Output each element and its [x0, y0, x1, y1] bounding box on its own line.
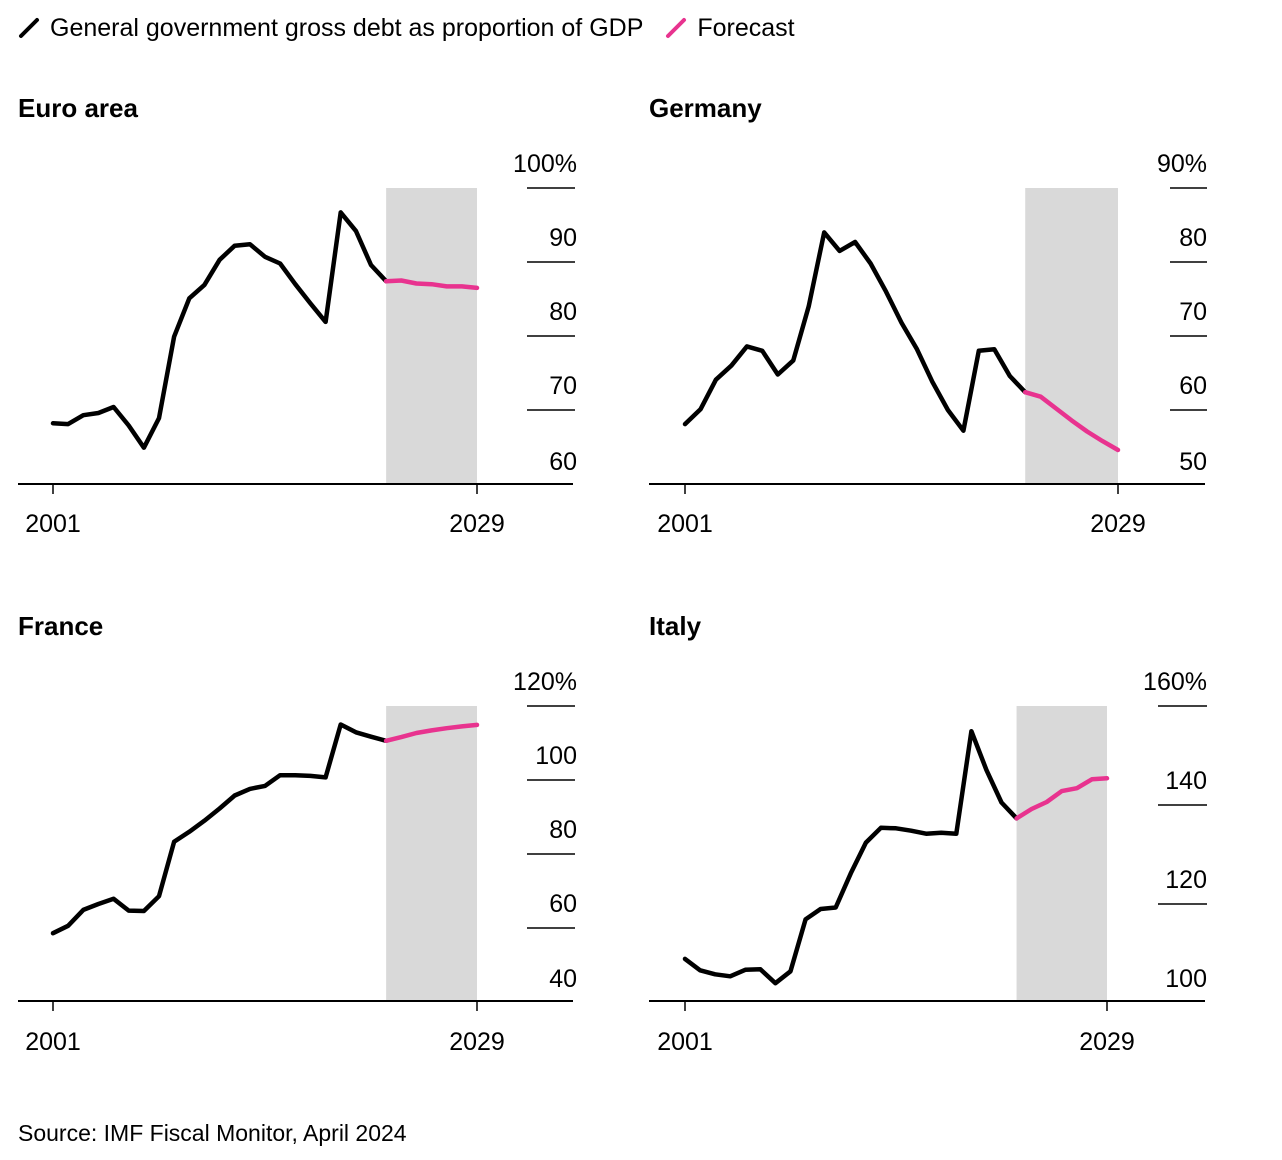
- y-tick-label: 100%: [513, 150, 577, 178]
- forecast-shade: [1016, 706, 1107, 1001]
- panel-title: Germany: [649, 93, 762, 123]
- legend-label-forecast: Forecast: [697, 13, 795, 42]
- y-tick-label: 80: [549, 816, 577, 844]
- forecast-shade: [1025, 188, 1118, 484]
- chart-panel-2: Germany 50 60 70 80 90% 2001 2029: [649, 93, 1207, 538]
- y-tick-label: 160%: [1143, 668, 1207, 696]
- actual-debt-line: [682, 230, 1028, 433]
- y-tick-label: 90%: [1157, 150, 1207, 178]
- y-tick-label: 100: [535, 742, 577, 770]
- forecast-line: [1022, 389, 1121, 453]
- y-tick-label: 80: [549, 298, 577, 326]
- panel-title: Italy: [649, 611, 702, 641]
- y-tick-label: 90: [549, 224, 577, 252]
- chart-panel-4: Italy 100 120 140 160% 2001 2029: [649, 611, 1207, 1056]
- charts-grid: Euro area 60 70 80 90 100% 2001 2029 Germany 50 60…: [18, 93, 1207, 1056]
- x-tick-label-end: 2029: [449, 510, 505, 538]
- panel-title: Euro area: [18, 93, 138, 123]
- y-tick-label: 80: [1179, 224, 1207, 252]
- y-tick-label: 60: [549, 448, 577, 476]
- y-tick-label: 50: [1179, 448, 1207, 476]
- forecast-shade: [386, 706, 477, 1001]
- source-note: Source: IMF Fiscal Monitor, April 2024: [18, 1120, 407, 1146]
- legend-item-forecast: Forecast: [665, 13, 795, 43]
- legend-item-actual: General government gross debt as proport…: [18, 14, 643, 43]
- actual-debt-line: [50, 722, 389, 936]
- forecast-shade: [386, 188, 477, 484]
- actual-debt-line: [50, 210, 389, 450]
- legend-swatch-actual: [19, 18, 39, 38]
- y-tick-label: 120: [1165, 866, 1207, 894]
- chart-panel-3: France 40 60 80 100 120% 2001 2029: [18, 611, 577, 1056]
- y-tick-label: 100: [1165, 965, 1207, 993]
- x-tick-label-start: 2001: [25, 510, 81, 538]
- y-tick-label: 140: [1165, 767, 1207, 795]
- x-tick-label-end: 2029: [1079, 1028, 1135, 1056]
- y-tick-label: 40: [549, 965, 577, 993]
- legend: General government gross debt as proport…: [18, 10, 817, 46]
- y-tick-label: 60: [1179, 372, 1207, 400]
- panel-title: France: [18, 611, 103, 641]
- y-tick-label: 60: [549, 890, 577, 918]
- y-tick-label: 70: [549, 372, 577, 400]
- forecast-line: [383, 278, 480, 291]
- y-tick-label: 70: [1179, 298, 1207, 326]
- forecast-line: [383, 722, 480, 744]
- legend-label-actual: General government gross debt as proport…: [50, 13, 644, 42]
- x-tick-label-end: 2029: [1090, 510, 1146, 538]
- actual-debt-line: [682, 728, 1019, 986]
- forecast-line: [1014, 776, 1110, 821]
- legend-swatch-forecast: [666, 18, 687, 38]
- chart-panel-1: Euro area 60 70 80 90 100% 2001 2029: [18, 93, 577, 538]
- x-tick-label-start: 2001: [657, 1028, 713, 1056]
- x-tick-label-start: 2001: [25, 1028, 81, 1056]
- y-tick-label: 120%: [513, 668, 577, 696]
- x-tick-label-start: 2001: [657, 510, 713, 538]
- x-tick-label-end: 2029: [449, 1028, 505, 1056]
